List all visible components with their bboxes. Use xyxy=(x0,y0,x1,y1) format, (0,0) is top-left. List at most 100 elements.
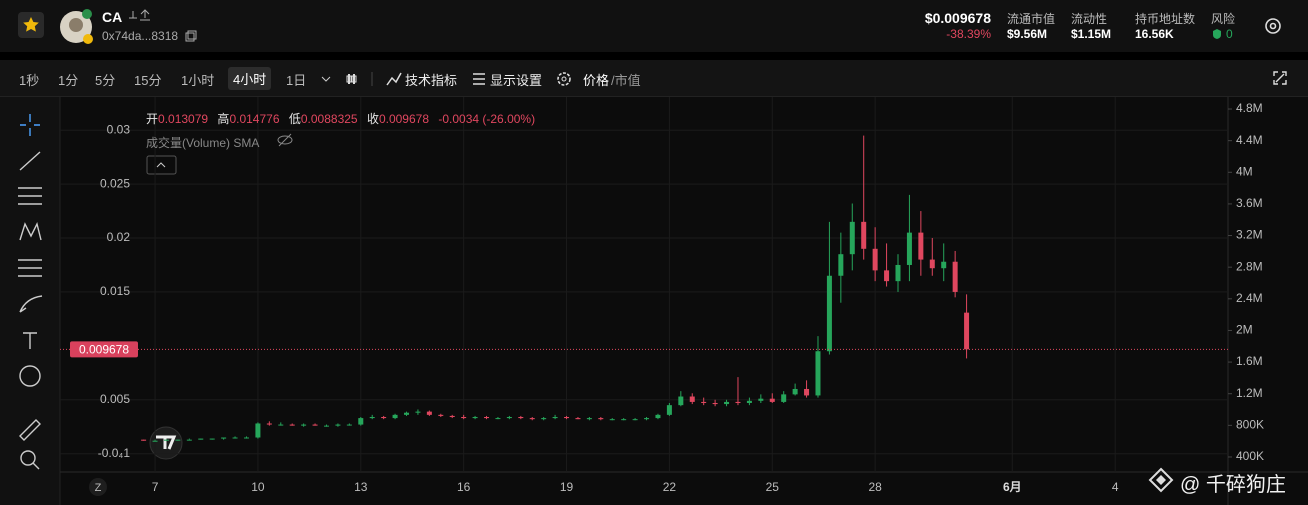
candle-body xyxy=(209,438,215,440)
y2-tick-label: 3.6M xyxy=(1236,196,1263,210)
y2-tick-label: 4.8M xyxy=(1236,101,1263,115)
ohlc-label: 低 xyxy=(288,112,301,126)
timezone[interactable]: Z xyxy=(95,482,102,494)
candle-body xyxy=(804,388,810,396)
y2-tick-label: 3.2M xyxy=(1236,228,1263,242)
x-tick-label: 16 xyxy=(457,480,471,494)
candle-body xyxy=(198,438,204,440)
zoom-tool-handle[interactable] xyxy=(32,462,40,470)
ohlc-value: 0.0088325 xyxy=(300,112,358,126)
fib-tool[interactable] xyxy=(18,259,42,277)
stat-label[interactable]: 流动性 xyxy=(1071,12,1108,26)
logo-mark xyxy=(156,435,177,450)
brush-tool[interactable] xyxy=(19,295,43,313)
candle-body xyxy=(781,394,787,402)
candle-body xyxy=(575,418,581,420)
interval[interactable]: 5分 xyxy=(95,73,116,88)
candle-body xyxy=(701,401,707,403)
candle-body xyxy=(518,417,524,419)
candle-body xyxy=(289,424,295,426)
candle-body xyxy=(243,437,249,439)
ruler-tool[interactable] xyxy=(19,419,41,441)
price-tag-label: 0.009678 xyxy=(79,342,129,356)
candle-body xyxy=(826,275,832,352)
token-address[interactable]: 0x74da...8318 xyxy=(102,29,179,43)
crosshair-tool[interactable] xyxy=(20,114,40,136)
y2-tick-label: 2.4M xyxy=(1236,291,1263,305)
hlines-tool[interactable] xyxy=(18,187,42,205)
candle-body xyxy=(952,261,958,292)
candle-body xyxy=(552,417,558,419)
interval[interactable]: 1分 xyxy=(58,73,79,88)
drawing-tools[interactable] xyxy=(18,114,43,470)
collapse-icon xyxy=(156,162,166,168)
candle-body xyxy=(301,424,307,426)
candle-body xyxy=(941,261,947,269)
toolbar-icons[interactable] xyxy=(320,72,380,86)
interval[interactable]: 1小时 xyxy=(181,73,215,88)
candle-body xyxy=(346,424,352,426)
candle-body xyxy=(472,417,478,419)
stat-label[interactable]: 流通市值 xyxy=(1007,12,1056,26)
mcap-toggle[interactable]: /市值 xyxy=(611,73,641,88)
candle-body xyxy=(724,401,730,405)
ohlc-value: 0.014776 xyxy=(229,112,280,126)
candle-body xyxy=(884,270,890,282)
interval[interactable]: 1秒 xyxy=(19,73,40,88)
copy-icon[interactable] xyxy=(185,30,197,42)
interval[interactable]: 1日 xyxy=(286,73,307,88)
y2-tick-label: 2.8M xyxy=(1236,259,1263,273)
indicators-button[interactable]: 技术指标 xyxy=(405,73,458,88)
candle-body xyxy=(609,419,615,421)
display-button[interactable]: 显示设置 xyxy=(490,73,543,88)
display-icon xyxy=(473,73,485,85)
emoji-tool[interactable] xyxy=(19,365,41,387)
candle-body xyxy=(266,423,272,425)
marks: 0.03 0.025 0.02 0.015 0.005 -0.0₄1 4.8M 4.4M 4M 3… xyxy=(60,97,1264,494)
y2-tick-label: 2M xyxy=(1236,323,1253,337)
y-tick-label: 0.015 xyxy=(100,284,130,298)
gear-icon[interactable] xyxy=(556,71,572,87)
stat-value: $9.56M xyxy=(1007,27,1048,41)
stat-label[interactable]: 风险 xyxy=(1211,12,1236,26)
y-tick-label: 0.005 xyxy=(100,392,130,406)
candle-body xyxy=(872,248,878,271)
chart-bg xyxy=(0,97,1308,505)
candle-body xyxy=(152,440,158,442)
line-tool[interactable] xyxy=(19,151,41,171)
candle-body xyxy=(426,411,432,415)
y2-tick-label: 4M xyxy=(1236,164,1253,178)
x-tick-label: 7 xyxy=(152,480,159,494)
price-toggle[interactable]: 价格 xyxy=(583,73,610,88)
stat-value: 0 xyxy=(1226,27,1233,41)
candle-body xyxy=(141,439,147,441)
candle-body xyxy=(792,388,798,395)
candle-body xyxy=(735,401,741,403)
y-tick-label: 0.03 xyxy=(107,122,131,136)
ohlc-value: 0.009678 xyxy=(378,112,430,126)
interval[interactable]: 15分 xyxy=(134,73,162,88)
y-tick-label: -0.0₄1 xyxy=(98,446,131,460)
interval-active[interactable]: 4小时 xyxy=(228,67,272,90)
y2-tick-label: 800K xyxy=(1236,418,1264,432)
settings-button[interactable] xyxy=(1263,16,1283,36)
pattern-tool[interactable] xyxy=(19,221,42,241)
candle-body xyxy=(415,411,421,413)
timezone-button[interactable] xyxy=(89,478,107,496)
header: CA 0x74da...8318 $0.009678 -38.39% 流通市值 … xyxy=(0,0,1308,52)
candle-body xyxy=(758,398,764,401)
hidden-eye-icon[interactable] xyxy=(276,133,294,147)
fullscreen-button[interactable] xyxy=(1273,71,1287,85)
text-tool[interactable] xyxy=(23,332,37,349)
candle-body xyxy=(586,418,592,420)
favorite-button[interactable] xyxy=(18,12,44,38)
candle-body xyxy=(769,398,775,402)
token-actions[interactable] xyxy=(126,8,160,22)
candle-body xyxy=(186,439,192,441)
candle-body xyxy=(312,424,318,426)
collapse-button[interactable] xyxy=(146,155,177,175)
candle-body xyxy=(598,418,604,420)
zoom-tool[interactable] xyxy=(20,450,36,466)
candle-body xyxy=(838,254,844,276)
